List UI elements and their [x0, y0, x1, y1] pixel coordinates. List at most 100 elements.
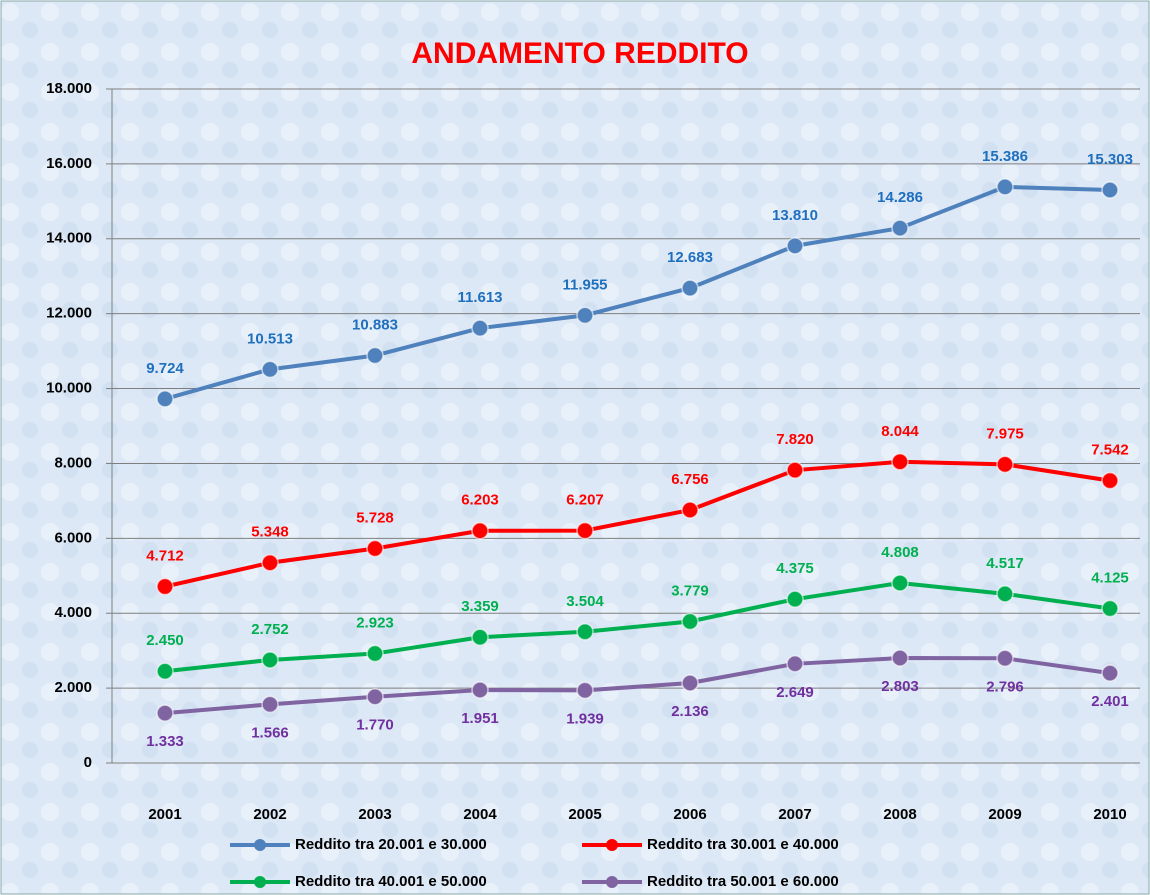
x-tick-label: 2005 — [568, 806, 601, 823]
data-label: 3.504 — [566, 593, 604, 610]
x-tick-label: 2003 — [358, 806, 391, 823]
data-label: 7.975 — [986, 425, 1024, 442]
data-label: 5.728 — [356, 509, 394, 526]
marker — [471, 521, 489, 540]
data-label: 4.517 — [986, 555, 1024, 572]
y-tick-label: 10.000 — [46, 380, 92, 397]
data-label: 7.820 — [776, 431, 814, 448]
y-tick-label: 16.000 — [46, 155, 92, 172]
y-tick-label: 8.000 — [54, 454, 92, 471]
marker — [1101, 599, 1119, 618]
marker — [156, 662, 174, 681]
marker — [681, 279, 699, 297]
marker — [1101, 471, 1119, 490]
marker — [996, 178, 1014, 196]
x-tick-label: 2008 — [883, 806, 916, 823]
data-label: 4.808 — [881, 544, 919, 561]
marker — [576, 681, 594, 700]
marker — [261, 695, 279, 714]
data-label: 11.955 — [562, 276, 607, 293]
data-label: 12.683 — [667, 249, 713, 266]
series-line — [164, 656, 1111, 716]
data-label: 11.613 — [457, 289, 502, 306]
marker — [366, 687, 384, 706]
x-tick-label: 2002 — [253, 806, 286, 823]
data-label: 1.951 — [461, 710, 499, 727]
data-label: 2.923 — [356, 615, 394, 632]
data-label: 6.756 — [671, 471, 709, 488]
marker — [156, 704, 174, 722]
data-label: 15.386 — [982, 148, 1028, 165]
marker — [471, 628, 489, 646]
marker — [366, 346, 384, 365]
marker — [681, 612, 699, 631]
data-label: 3.779 — [671, 582, 709, 599]
legend-marker — [254, 876, 266, 888]
marker — [786, 237, 804, 255]
legend-label: Reddito tra 20.001 e 30.000 — [295, 836, 487, 853]
y-tick-label: 4.000 — [54, 604, 92, 621]
data-label: 13.810 — [772, 207, 818, 224]
marker — [261, 553, 279, 572]
marker — [576, 521, 594, 540]
data-label: 2.796 — [986, 678, 1024, 695]
legend-marker — [254, 839, 266, 851]
marker — [1101, 181, 1119, 199]
y-tick-label: 2.000 — [54, 679, 92, 696]
data-label: 10.883 — [352, 316, 398, 333]
data-label: 6.203 — [461, 492, 499, 509]
x-tick-label: 2001 — [148, 806, 181, 823]
data-label: 5.348 — [251, 524, 289, 541]
data-label: 14.286 — [877, 189, 923, 206]
data-label: 4.125 — [1091, 570, 1129, 587]
x-tick-label: 2010 — [1093, 806, 1126, 823]
y-tick-label: 6.000 — [54, 529, 92, 546]
x-tick-label: 2004 — [463, 806, 497, 823]
x-tick-label: 2007 — [778, 806, 811, 823]
marker — [681, 674, 699, 692]
series-line — [164, 184, 1111, 401]
data-label: 10.513 — [247, 330, 293, 347]
marker — [261, 360, 279, 379]
data-label: 1.939 — [566, 710, 604, 727]
data-label: 2.401 — [1091, 693, 1129, 710]
marker — [996, 585, 1014, 603]
legend-marker — [606, 876, 618, 888]
marker — [891, 574, 909, 592]
series-line — [164, 580, 1111, 674]
marker — [576, 306, 594, 325]
data-label: 3.359 — [461, 598, 499, 615]
data-label: 4.712 — [146, 548, 184, 565]
x-tick-label: 2009 — [988, 806, 1021, 823]
marker — [891, 219, 909, 237]
marker — [786, 461, 804, 479]
marker — [786, 655, 804, 673]
data-label: 4.375 — [776, 560, 814, 577]
data-label: 15.303 — [1087, 151, 1133, 168]
marker — [681, 501, 699, 519]
legend-label: Reddito tra 30.001 e 40.000 — [647, 836, 839, 853]
chart-title: ANDAMENTO REDDITO — [411, 37, 748, 70]
data-label: 1.770 — [356, 717, 394, 734]
y-tick-label: 12.000 — [46, 305, 92, 322]
legend-marker — [606, 839, 618, 851]
data-label: 8.044 — [881, 423, 919, 440]
marker — [996, 649, 1014, 668]
marker — [156, 577, 174, 596]
marker — [891, 649, 909, 667]
data-label: 2.752 — [251, 621, 289, 638]
data-label: 2.136 — [671, 703, 709, 720]
legend-label: Reddito tra 40.001 e 50.000 — [295, 873, 487, 890]
marker — [156, 390, 174, 408]
marker — [471, 319, 489, 337]
data-label: 2.649 — [776, 684, 814, 701]
marker — [786, 590, 804, 608]
marker — [261, 651, 279, 669]
marker — [996, 455, 1014, 474]
data-label: 6.207 — [566, 492, 604, 509]
data-label: 1.333 — [146, 733, 184, 750]
marker — [366, 539, 384, 558]
marker — [366, 644, 384, 663]
data-label: 1.566 — [251, 724, 289, 741]
